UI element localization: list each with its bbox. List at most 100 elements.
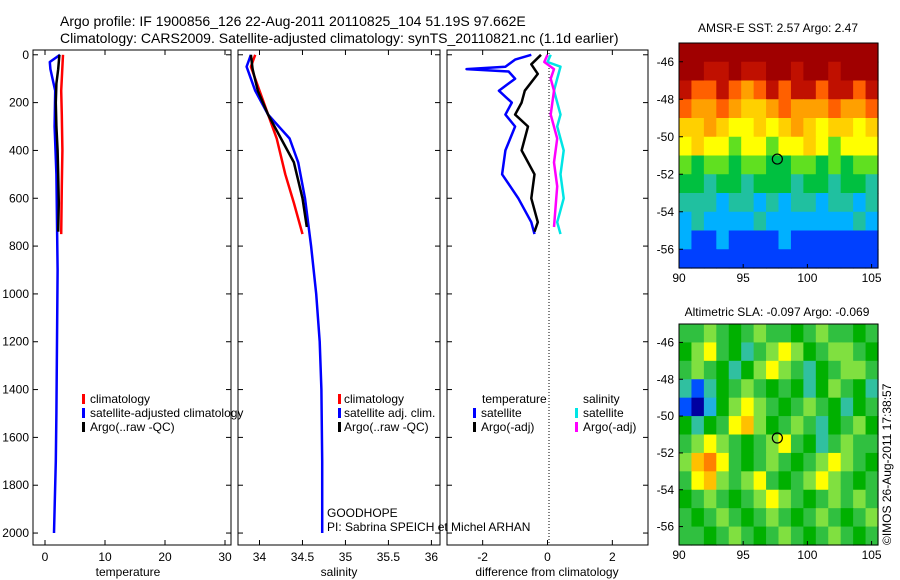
y-tick-label: 2000 — [2, 526, 29, 540]
map-cell — [853, 360, 867, 380]
map-cell — [679, 342, 693, 362]
map-cell — [828, 193, 842, 213]
map-cell — [840, 360, 854, 380]
salinity-series — [245, 54, 324, 533]
map-cell — [703, 434, 717, 454]
map-cell — [679, 99, 693, 119]
map-cell — [691, 471, 705, 491]
map-x-tick-label: 105 — [862, 271, 882, 285]
y-tick-label: 1600 — [2, 430, 29, 444]
map-cell — [840, 155, 854, 175]
map-cell — [728, 416, 742, 436]
map-cell — [753, 99, 767, 119]
map-cell — [790, 43, 804, 63]
salinity-xlabel: salinity — [321, 565, 358, 579]
map-cell — [716, 249, 730, 269]
legend-swatch-sal-satellite — [575, 408, 578, 418]
map-cell — [716, 397, 730, 417]
series-line-salinity-satellite — [546, 54, 565, 235]
map-cell — [703, 174, 717, 194]
map-cell — [815, 526, 829, 546]
map-cell — [703, 342, 717, 362]
map-cell — [865, 43, 879, 63]
map-cell — [853, 416, 867, 436]
x-tick-label: 10 — [98, 550, 112, 564]
legend-swatch-temp-argo — [473, 422, 476, 432]
difference-legend: temperature salinity satellite Argo(-adj… — [473, 392, 636, 434]
map-cell — [803, 99, 817, 119]
pi-label: PI: Sabrina SPEICH et Michel ARHAN — [327, 520, 530, 534]
map-x-tick-label: 105 — [862, 548, 882, 562]
map-cell — [790, 379, 804, 399]
series-line-argo-raw-qc- — [54, 54, 61, 232]
map-x-tick-label: 100 — [797, 548, 817, 562]
map-cell — [716, 360, 730, 380]
map-cell — [728, 155, 742, 175]
map-cell — [853, 249, 867, 269]
map-cell — [679, 136, 693, 157]
temperature-xlabel: temperature — [96, 565, 161, 579]
map-cell — [865, 249, 879, 269]
sla-map-ticks: 90 95 100 105 -46 -48 -50 -52 -54 -56 — [657, 323, 882, 562]
map-cell — [840, 118, 854, 138]
temperature-plot-frame — [32, 49, 232, 546]
map-cell — [853, 379, 867, 399]
map-cell — [828, 99, 842, 119]
map-cell — [691, 397, 705, 417]
map-cell — [803, 360, 817, 380]
map-cell — [865, 360, 879, 380]
map-cell — [679, 230, 693, 250]
map-cell — [778, 155, 792, 175]
difference-profile-plot: -2 0 2 difference from climatology tempera… — [446, 49, 649, 579]
map-cell — [828, 452, 842, 472]
map-cell — [778, 230, 792, 250]
map-cell — [691, 434, 705, 454]
map-cell — [803, 43, 817, 63]
map-cell — [815, 360, 829, 380]
map-cell — [840, 342, 854, 362]
map-cell — [728, 324, 742, 344]
map-cell — [778, 193, 792, 213]
map-cell — [753, 360, 767, 380]
map-cell — [840, 526, 854, 546]
map-cell — [766, 471, 780, 491]
map-cell — [803, 155, 817, 175]
map-cell — [691, 452, 705, 472]
x-tick-label: 0 — [42, 550, 49, 564]
map-cell — [728, 489, 742, 509]
series-line-climatology — [59, 54, 65, 235]
map-cell — [679, 397, 693, 417]
map-y-tick-label: -52 — [657, 446, 675, 460]
salinity-plot-frame — [237, 49, 441, 546]
map-cell — [840, 136, 854, 157]
map-cell — [865, 174, 879, 194]
map-cell — [853, 61, 867, 82]
series-line-satellite-adj-clim- — [245, 54, 324, 533]
map-cell — [691, 230, 705, 250]
map-cell — [815, 434, 829, 454]
map-cell — [828, 249, 842, 269]
map-cell — [865, 80, 879, 100]
map-cell — [703, 193, 717, 213]
y-tick-label: 1000 — [2, 287, 29, 301]
map-cell — [753, 43, 767, 63]
x-tick-label: 30 — [218, 550, 232, 564]
map-cell — [679, 526, 693, 546]
map-cell — [815, 136, 829, 157]
map-cell — [840, 434, 854, 454]
map-cell — [840, 379, 854, 399]
map-cell — [679, 508, 693, 528]
map-cell — [778, 324, 792, 344]
map-cell — [815, 508, 829, 528]
legend-label-satellite: satellite adj. clim. — [344, 406, 435, 420]
map-cell — [766, 526, 780, 546]
legend-label-satellite: satellite-adjusted climatology — [90, 406, 243, 420]
map-cell — [853, 452, 867, 472]
map-cell — [741, 43, 755, 63]
map-y-tick-label: -48 — [657, 92, 675, 106]
y-tick-label: 600 — [9, 191, 29, 205]
map-y-tick-label: -46 — [657, 55, 675, 69]
map-cell — [778, 508, 792, 528]
map-cell — [828, 397, 842, 417]
